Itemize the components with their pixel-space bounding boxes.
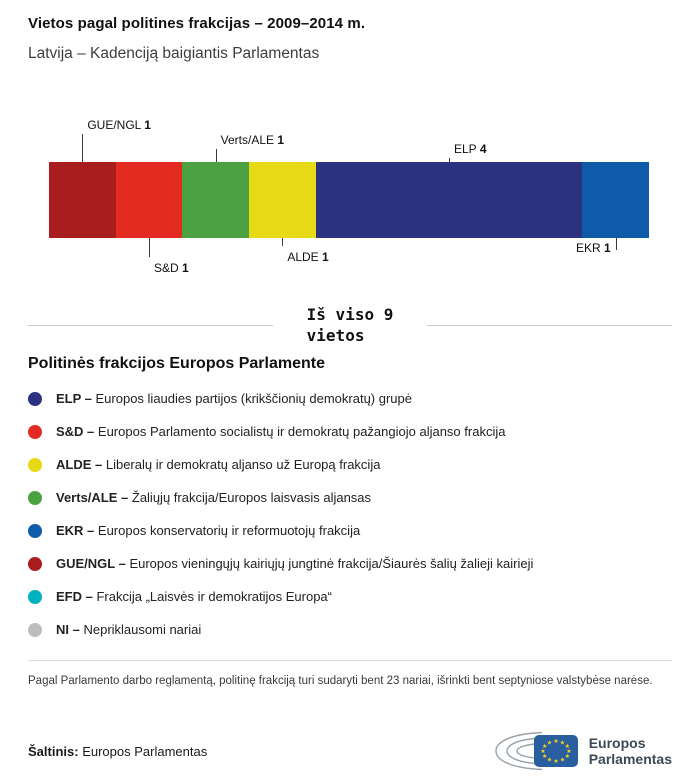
eu-flag-icon — [533, 735, 578, 767]
svg-text:★: ★ — [540, 748, 545, 755]
callout-line-verts-ale — [215, 149, 217, 162]
legend-dot-icon — [28, 391, 42, 406]
legend-dot-icon — [28, 622, 42, 637]
legend-item: ALDE – Liberalų ir demokratų aljanso už … — [28, 448, 672, 481]
stacked-bar — [49, 162, 649, 238]
bar-label-gue-ngl: GUE/NGL 1 — [87, 118, 151, 132]
bar-label-elp: ELP 4 — [454, 142, 487, 156]
rule-right — [427, 324, 673, 326]
callout-line-ekr — [615, 238, 617, 250]
svg-text:★: ★ — [542, 743, 547, 750]
legend-label: EKR – Europos konservatorių ir reformuot… — [56, 523, 361, 539]
bar-label-s-d: S&D 1 — [154, 261, 189, 275]
svg-text:★: ★ — [560, 757, 565, 764]
svg-text:★: ★ — [564, 753, 569, 760]
ep-logo-mark: ★ ★★★★★★★★★★★ — [495, 731, 578, 771]
legend-label: Verts/ALE – Žaliųjų frakcija/Europos lai… — [56, 490, 372, 506]
ep-logo-text: Europos Parlamentas — [589, 735, 672, 767]
callout-line-alde — [282, 238, 284, 246]
svg-text:★: ★ — [560, 739, 565, 746]
legend-item: EKR – Europos konservatorių ir reformuot… — [28, 514, 672, 547]
legend-dot-icon — [28, 457, 42, 472]
page-title: Vietos pagal politines frakcijas – 2009–… — [28, 15, 366, 32]
callout-line-gue-ngl — [82, 134, 84, 162]
legend-dot-icon — [28, 589, 42, 604]
total-seats-label: Iš viso 9 vietos — [306, 305, 394, 346]
legend: ELP – Europos liaudies partijos (krikšči… — [28, 382, 672, 646]
legend-label: S&D – Europos Parlamento socialistų ir d… — [56, 424, 506, 440]
legend-dot-icon — [28, 523, 42, 538]
page-subtitle: Latvija – Kadenciją baigiantis Parlament… — [28, 45, 320, 62]
legend-item: ELP – Europos liaudies partijos (krikšči… — [28, 382, 672, 415]
bar-segment-s-d[interactable] — [115, 162, 183, 238]
ep-logo-line1: Europos — [588, 734, 646, 751]
ep-logo-line2: Parlamentas — [588, 751, 672, 767]
legend-label: NI – Nepriklausomi nariai — [56, 622, 202, 638]
legend-item: GUE/NGL – Europos vieningųjų kairiųjų ju… — [28, 547, 672, 580]
bottom-bar: Šaltinis: Europos Parlamentas ★ ★ ★ ★ ★ ★ ★ ★ ★ ★… — [28, 730, 672, 772]
bar-segment-verts-ale[interactable] — [182, 162, 249, 238]
seats-chart: GUE/NGL 1 S&D 1 Verts/ALE 1 ALDE 1 ELP 4 EKR … — [49, 110, 649, 284]
bar-segment-alde[interactable] — [248, 162, 316, 238]
svg-text:★: ★ — [566, 748, 571, 755]
bar-label-alde: ALDE 1 — [287, 250, 329, 264]
legend-item: S&D – Europos Parlamento socialistų ir d… — [28, 415, 672, 448]
legend-label: ELP – Europos liaudies partijos (krikšči… — [56, 391, 412, 407]
bar-segment-ekr[interactable] — [582, 162, 649, 238]
legend-label: ALDE – Liberalų ir demokratų aljanso už … — [56, 457, 381, 473]
legend-heading: Politinės frakcijos Europos Parlamente — [28, 355, 325, 373]
eu-stars-icon: ★ ★★★★★★★★★★★ — [540, 738, 571, 765]
source-line: Šaltinis: Europos Parlamentas — [28, 744, 207, 759]
svg-text:★: ★ — [547, 757, 552, 764]
legend-dot-icon — [28, 490, 42, 505]
hemicycle-arcs-icon — [495, 731, 542, 771]
callout-line-elp — [449, 158, 450, 162]
legend-dot-icon — [28, 556, 42, 571]
legend-item: NI – Nepriklausomi nariai — [28, 613, 672, 646]
bar-segment-elp[interactable] — [315, 162, 583, 238]
footnote: Pagal Parlamento darbo reglamentą, polit… — [28, 675, 653, 688]
legend-dot-icon — [28, 424, 42, 439]
source-label: Šaltinis: — [28, 743, 79, 759]
total-row: Iš viso 9 vietos — [28, 304, 673, 346]
bar-segment-gue-ngl[interactable] — [49, 162, 116, 238]
svg-text:★: ★ — [542, 753, 547, 760]
legend-item: Verts/ALE – Žaliųjų frakcija/Europos lai… — [28, 481, 672, 514]
svg-text:★: ★ — [553, 738, 558, 745]
bar-label-ekr: EKR 1 — [575, 241, 611, 255]
bar-label-verts-ale: Verts/ALE 1 — [220, 133, 285, 147]
legend-item: EFD – Frakcija „Laisvės ir demokratijos … — [28, 580, 672, 613]
source-value: Europos Parlamentas — [82, 743, 208, 759]
callout-line-s-d — [149, 238, 150, 257]
svg-text:★: ★ — [547, 739, 552, 746]
legend-label: EFD – Frakcija „Laisvės ir demokratijos … — [56, 589, 332, 605]
legend-label: GUE/NGL – Europos vieningųjų kairiųjų ju… — [56, 556, 534, 572]
divider — [28, 660, 672, 662]
svg-text:★: ★ — [564, 743, 569, 750]
svg-text:★: ★ — [553, 758, 558, 765]
rule-left — [28, 324, 273, 326]
ep-logo: ★ ★ ★ ★ ★ ★ ★ ★ ★ ★ ★ ★ Europos Parlamentas — [494, 730, 672, 772]
